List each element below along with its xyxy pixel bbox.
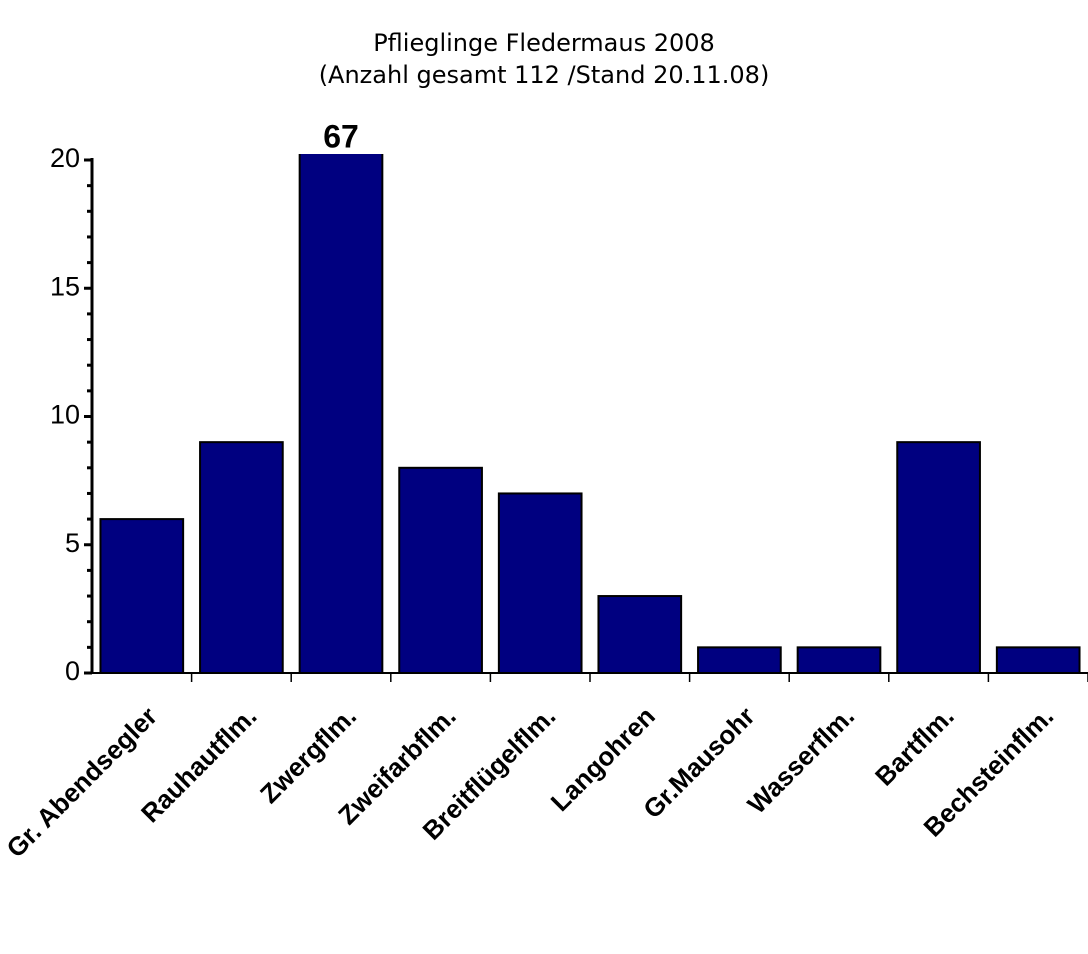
bar — [995, 646, 1081, 674]
chart-subtitle: (Anzahl gesamt 112 /Stand 20.11.08) — [319, 61, 770, 89]
bar — [896, 441, 981, 674]
x-tick-label: Zwergflm. — [254, 701, 362, 809]
bar — [796, 646, 882, 674]
bar — [99, 518, 185, 674]
x-tick-label: Gr. Abendsegler — [0, 701, 163, 864]
bar — [597, 595, 683, 674]
y-tick-label: 0 — [65, 656, 80, 686]
x-tick-label: Wasserflm. — [741, 701, 860, 820]
bar — [398, 466, 483, 674]
x-tick-label: Bartflm. — [869, 701, 960, 792]
bar — [298, 154, 384, 674]
y-tick-label: 5 — [65, 528, 80, 558]
y-tick-label: 15 — [50, 271, 80, 301]
bar — [199, 441, 284, 674]
bar — [697, 646, 782, 674]
chart-title: Pflieglinge Fledermaus 2008 — [373, 29, 715, 57]
data-label: 67 — [323, 118, 359, 154]
y-tick-label: 20 — [50, 143, 80, 173]
y-tick-label: 10 — [50, 400, 80, 430]
bar — [497, 492, 583, 675]
